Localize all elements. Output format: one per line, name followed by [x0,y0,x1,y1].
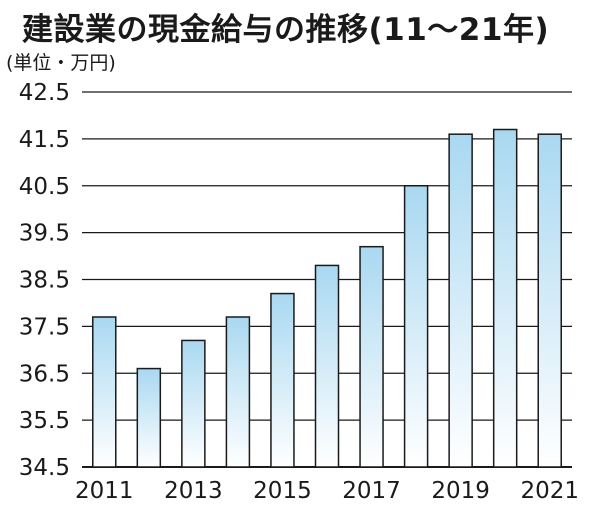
bar-2020 [492,128,518,468]
y-axis-tick-labels: 42.5 41.5 40.5 39.5 38.5 37.5 36.5 35.5 34.5 [19,80,70,481]
y-tick-label: 39.5 [19,221,70,247]
unit-label: (単位・万円) [6,52,116,74]
x-tick-label: 2017 [342,478,401,504]
bars [92,128,562,468]
bar-2014 [225,316,251,468]
bar-2016 [314,264,340,468]
x-tick-label: 2021 [520,478,579,504]
x-tick-label: 2013 [164,478,223,504]
x-tick-label: 2019 [431,478,490,504]
chart-title: 建設業の現金給与の推移(11～21年) [22,12,550,48]
bar-2017 [359,245,384,468]
bar-2015 [270,292,295,468]
bar-2018 [403,185,429,468]
x-axis-tick-labels: 2011 2013 2015 2017 2019 2021 [75,478,579,504]
y-tick-label: 41.5 [19,127,70,153]
y-tick-label: 40.5 [19,174,70,200]
bar-2019 [448,133,473,468]
bar-2013 [181,339,206,468]
y-tick-label: 36.5 [19,361,70,387]
y-tick-label: 42.5 [19,80,70,106]
y-tick-label: 38.5 [19,268,70,294]
y-tick-label: 34.5 [19,455,70,481]
y-tick-label: 35.5 [19,408,70,434]
x-tick-label: 2011 [75,478,134,504]
bar-2021 [537,133,562,468]
bar-2011 [92,316,117,468]
y-tick-label: 37.5 [19,314,70,340]
x-tick-label: 2015 [253,478,312,504]
bar-2012 [136,367,162,468]
